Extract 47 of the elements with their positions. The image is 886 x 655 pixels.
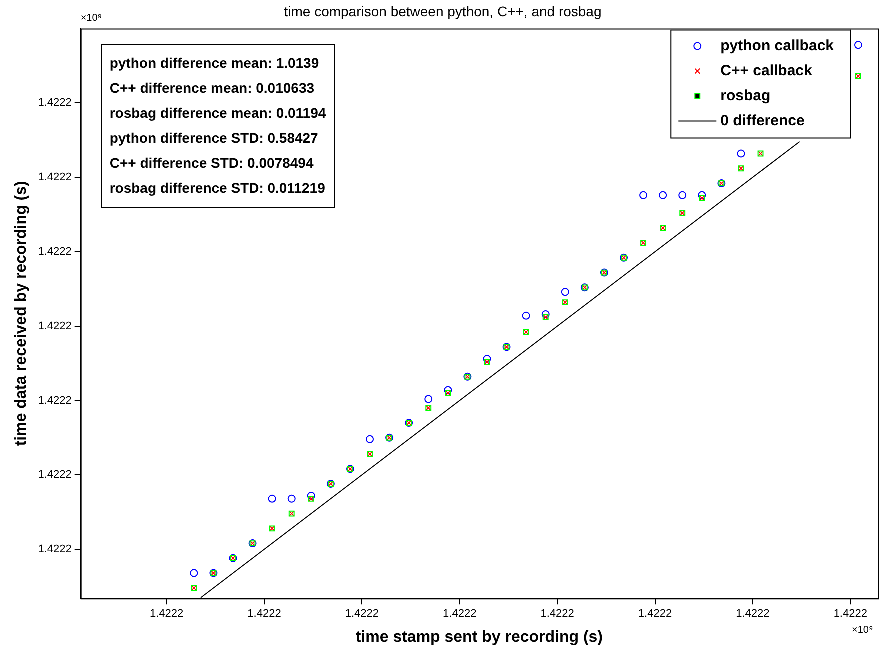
x-tick-label: 1.4222 <box>834 608 868 620</box>
point <box>698 191 706 200</box>
y-tick-label: 1.4222 <box>38 172 72 184</box>
point <box>424 395 433 404</box>
legend-label: python callback <box>720 37 835 54</box>
y-tick-label: 1.4222 <box>38 544 72 556</box>
point <box>561 288 570 296</box>
annotation: C++ difference STD: 0.0078494 <box>110 154 315 173</box>
x-tick-label: 1.4222 <box>443 608 477 620</box>
point <box>678 191 687 200</box>
legend-label: 0 difference <box>720 112 805 130</box>
point <box>307 492 316 500</box>
point <box>288 494 296 503</box>
point <box>483 355 492 364</box>
y-tick-label: 1.4222 <box>38 320 72 332</box>
point <box>444 386 452 394</box>
y-axis-title: time data received by recording (s) <box>13 181 30 446</box>
annotation: python difference STD: 0.58427 <box>110 128 320 148</box>
point <box>737 150 746 158</box>
legend-label: C++ callback <box>720 62 814 80</box>
annotation: python difference mean: 1.0139 <box>110 54 320 73</box>
y-tick-label: 1.4222 <box>38 394 72 407</box>
y-tick-label: 1.4222 <box>38 97 72 110</box>
point <box>854 41 862 50</box>
point <box>542 310 550 318</box>
point <box>640 191 648 200</box>
x-axis-title: time stamp sent by recording (s) <box>356 628 604 646</box>
text: ×10⁹ <box>852 624 874 636</box>
x-tick-label: 1.4222 <box>540 608 574 620</box>
point <box>522 312 530 320</box>
point <box>268 494 276 503</box>
point <box>190 569 198 578</box>
chart-title: time comparison between python, C++, and rosbag <box>284 3 602 20</box>
text: ×10⁹ <box>80 12 102 24</box>
x-tick-label: 1.4222 <box>638 608 672 620</box>
annotation: rosbag difference mean: 0.01194 <box>110 104 326 123</box>
x-tick-label: 1.4222 <box>150 608 184 620</box>
legend-label: rosbag <box>720 87 771 104</box>
y-tick-label: 1.4222 <box>38 469 72 482</box>
x-tick-label: 1.4222 <box>736 608 770 620</box>
x-tick-label: 1.4222 <box>345 608 380 620</box>
y-tick-label: 1.4222 <box>38 246 72 258</box>
point <box>366 435 374 444</box>
annotation: C++ difference mean: 0.010633 <box>110 78 316 98</box>
point <box>659 191 668 200</box>
annotation: rosbag difference STD: 0.011219 <box>110 178 326 198</box>
x-tick-label: 1.4222 <box>248 608 282 620</box>
